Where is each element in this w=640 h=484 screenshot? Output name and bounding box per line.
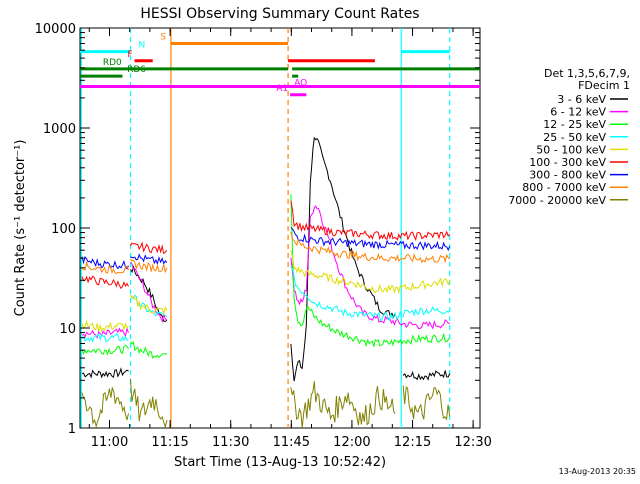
x-tick-label-6: 12:30 bbox=[454, 435, 491, 450]
series-6-segment-2 bbox=[290, 227, 451, 252]
series-8-segment-1 bbox=[130, 378, 168, 429]
series-7-segment-0 bbox=[81, 260, 129, 275]
y-tick-label-0: 1 bbox=[68, 422, 76, 437]
x-tick-label-0: 11:00 bbox=[91, 435, 128, 450]
x-tick-label-3: 11:45 bbox=[273, 435, 310, 450]
series-5-segment-1 bbox=[130, 241, 168, 255]
x-tick-label-1: 11:15 bbox=[151, 435, 188, 450]
series-6-segment-0 bbox=[81, 255, 129, 270]
y-axis-label: Count Rate (s⁻¹ detector⁻¹) bbox=[13, 140, 28, 317]
x-axis-label: Start Time (13-Aug-13 10:52:42) bbox=[174, 455, 386, 470]
y-tick-label-2: 100 bbox=[51, 222, 76, 237]
series-7-segment-2 bbox=[290, 231, 451, 264]
flag-label-2: F bbox=[127, 50, 132, 60]
series-0-segment-0 bbox=[81, 367, 129, 379]
legend-label-1: 6 - 12 keV bbox=[550, 106, 606, 119]
legend-title-1: FDecim 1 bbox=[578, 79, 630, 92]
series-5-segment-0 bbox=[81, 275, 129, 290]
series-4-segment-2 bbox=[290, 249, 451, 295]
series-1-segment-0 bbox=[81, 327, 129, 340]
legend-label-7: 800 - 7000 keV bbox=[522, 181, 606, 194]
series-3-segment-2 bbox=[290, 266, 451, 322]
y-tick-label-1: 10 bbox=[59, 322, 76, 337]
series-7-segment-1 bbox=[130, 258, 168, 274]
series-3-segment-1 bbox=[130, 294, 168, 318]
state-flag-bars: N S F RD0 RD6 AQ A1 bbox=[80, 32, 480, 97]
series-2-segment-1 bbox=[130, 340, 167, 359]
legend-label-2: 12 - 25 keV bbox=[543, 118, 606, 131]
x-tick-label-2: 11:30 bbox=[212, 435, 249, 450]
mode-transition-lines bbox=[80, 28, 451, 428]
y-axis-ticks: 1 10 100 1000 10000 bbox=[35, 22, 480, 437]
x-tick-label-5: 12:15 bbox=[394, 435, 431, 450]
series-4-segment-1 bbox=[130, 294, 168, 315]
legend-label-3: 25 - 50 keV bbox=[543, 131, 606, 144]
y-tick-label-3: 1000 bbox=[43, 122, 76, 137]
footer-timestamp: 13-Aug-2013 20:35 bbox=[559, 467, 636, 476]
series-4-segment-0 bbox=[81, 319, 129, 333]
series-8-segment-0 bbox=[81, 387, 129, 429]
chart-title: HESSI Observing Summary Count Rates bbox=[140, 6, 419, 22]
series-8-segment-3 bbox=[402, 385, 451, 421]
legend-label-6: 300 - 800 keV bbox=[529, 169, 606, 182]
legend-label-0: 3 - 6 keV bbox=[557, 93, 606, 106]
series-3-segment-0 bbox=[81, 332, 129, 343]
series-0-segment-1 bbox=[130, 264, 168, 322]
x-axis-ticks: 11:00 11:15 11:30 11:45 12:00 12:15 12:30 bbox=[88, 28, 492, 450]
flag-label-5: AQ bbox=[294, 79, 307, 89]
legend-label-5: 100 - 300 keV bbox=[529, 156, 606, 169]
flag-label-1: S bbox=[160, 32, 166, 42]
series-5-segment-2 bbox=[290, 200, 451, 242]
series-2-segment-0 bbox=[81, 344, 129, 356]
series-0-segment-2 bbox=[290, 136, 396, 382]
flag-label-4: RD6 bbox=[127, 65, 146, 75]
legend-title-0: Det 1,3,5,6,7,9, bbox=[544, 67, 630, 80]
flag-label-0: N bbox=[139, 41, 146, 51]
flag-label-3: RD0 bbox=[103, 58, 122, 68]
series-lines bbox=[81, 136, 451, 429]
series-1-segment-2 bbox=[290, 205, 450, 330]
x-tick-label-4: 12:00 bbox=[333, 435, 370, 450]
legend-label-4: 50 - 100 keV bbox=[536, 143, 606, 156]
series-2-segment-2 bbox=[290, 194, 451, 348]
series-0-segment-3 bbox=[402, 370, 451, 381]
series-8-segment-2 bbox=[290, 381, 396, 429]
series-6-segment-1 bbox=[130, 253, 168, 266]
flag-label-6: A1 bbox=[276, 84, 288, 94]
legend-label-8: 7000 - 20000 keV bbox=[508, 194, 606, 207]
series-1-segment-1 bbox=[130, 261, 168, 323]
y-tick-label-4: 10000 bbox=[35, 22, 76, 37]
